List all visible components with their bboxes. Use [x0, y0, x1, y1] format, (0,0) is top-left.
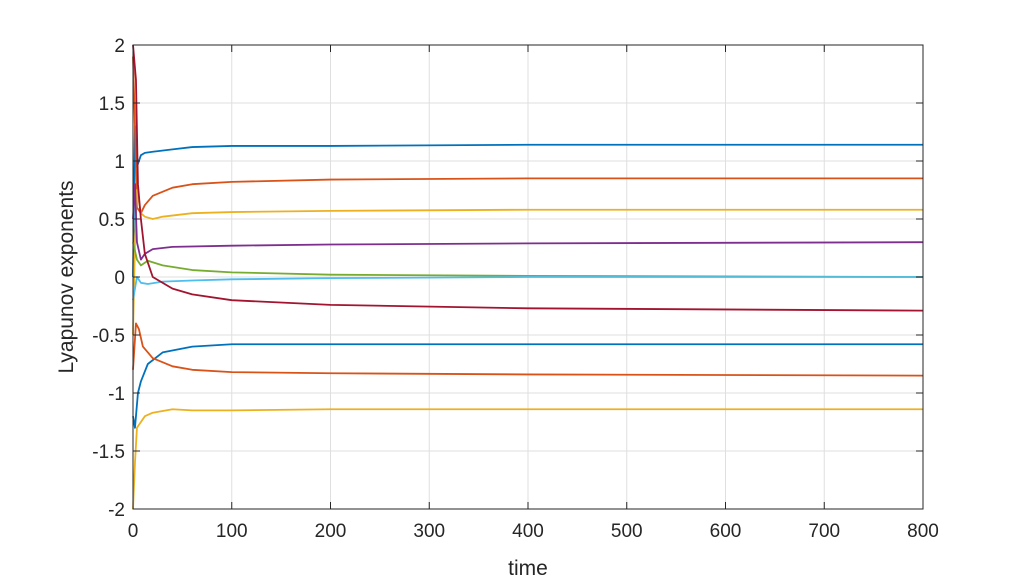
- y-tick-label: 2: [114, 36, 125, 57]
- x-tick-label: 200: [315, 521, 347, 542]
- x-tick-label: 100: [216, 521, 248, 542]
- ticks: 0 100 200 300 400 500 600 700 800 2 1.5 1 0.5 0 -0.5 -1…: [92, 36, 939, 542]
- x-tick-label: 0: [128, 521, 139, 542]
- y-tick-label: -0.5: [92, 326, 125, 347]
- x-tick-label: 500: [611, 521, 643, 542]
- series-layer: [132, 44, 924, 510]
- y-tick-label: 0: [114, 268, 125, 289]
- series-line-5: [132, 242, 924, 278]
- y-tick-label: -2: [108, 500, 125, 521]
- y-tick-label: 0.5: [99, 210, 125, 231]
- y-tick-label: -1: [108, 384, 125, 405]
- y-axis-title: Lyapunov exponents: [55, 180, 78, 373]
- y-tick-label: 1: [114, 152, 125, 173]
- y-tick-label: -1.5: [92, 442, 125, 463]
- series-line-4: [132, 183, 924, 261]
- x-tick-label: 600: [710, 521, 742, 542]
- series-line-7: [132, 44, 924, 312]
- series-line-9: [132, 322, 924, 377]
- series-line-8: [132, 343, 923, 429]
- y-tick-label: 1.5: [99, 94, 125, 115]
- x-axis-title: time: [508, 557, 548, 580]
- series-line-6: [132, 276, 923, 301]
- series-line-3: [132, 189, 923, 336]
- x-tick-label: 700: [808, 521, 840, 542]
- x-tick-label: 400: [512, 521, 544, 542]
- x-tick-label: 300: [413, 521, 445, 542]
- x-tick-label: 800: [907, 521, 939, 542]
- series-line-10: [132, 408, 923, 510]
